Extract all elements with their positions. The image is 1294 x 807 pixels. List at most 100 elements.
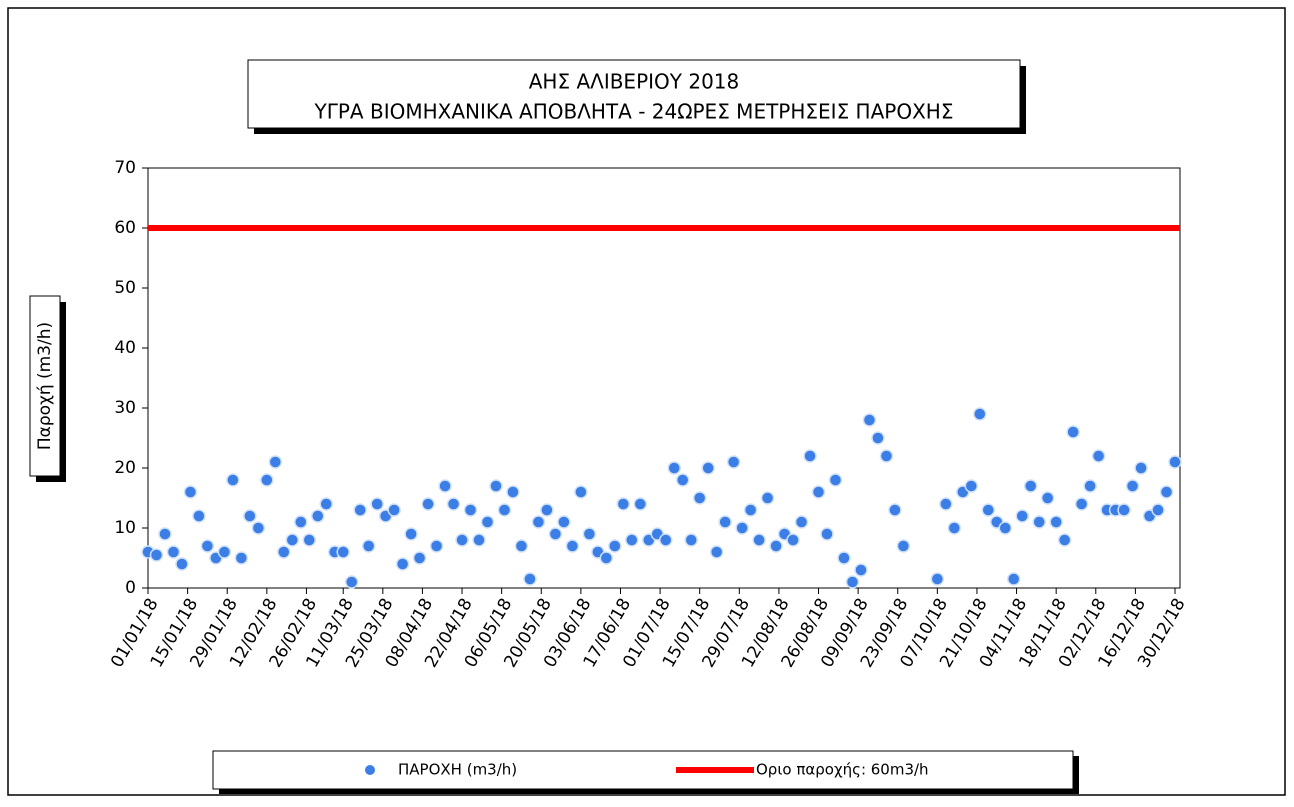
point [277, 545, 291, 559]
y-tick-label: 50 [114, 278, 136, 298]
point [540, 503, 554, 517]
point [183, 485, 198, 499]
point [523, 572, 537, 586]
point [336, 545, 350, 559]
point [1125, 479, 1140, 493]
point [565, 539, 580, 553]
point [404, 527, 418, 541]
y-tick-label: 70 [114, 158, 136, 178]
point [811, 485, 826, 499]
point [175, 557, 189, 571]
point [608, 539, 622, 553]
point [285, 533, 300, 547]
point [803, 449, 817, 463]
point [353, 503, 367, 517]
point [514, 539, 529, 553]
point [599, 551, 614, 565]
point [166, 545, 181, 559]
point [455, 533, 469, 547]
point [981, 503, 996, 517]
point [939, 497, 953, 511]
point [658, 533, 673, 547]
title-box [247, 59, 1021, 129]
point [480, 515, 495, 529]
point [718, 515, 732, 529]
y-tick-label: 60 [114, 218, 136, 238]
point [361, 539, 376, 553]
legend-marker [365, 765, 375, 775]
point [769, 539, 783, 553]
legend-label: Οριο παροχής: 60m3/h [756, 761, 929, 779]
point [506, 485, 520, 499]
point [1083, 479, 1097, 493]
point [964, 479, 979, 493]
point [412, 551, 427, 565]
point [438, 479, 452, 493]
point [684, 533, 698, 547]
point [667, 461, 681, 475]
point [701, 461, 715, 475]
point [862, 413, 877, 427]
point [294, 515, 308, 529]
point [226, 473, 240, 487]
point [692, 491, 707, 505]
point [302, 533, 317, 547]
point [260, 473, 274, 487]
point [429, 539, 444, 553]
point [497, 503, 512, 517]
point [828, 473, 843, 487]
point [557, 515, 571, 529]
point [616, 497, 631, 511]
point [786, 533, 800, 547]
y-tick-label: 10 [114, 518, 136, 538]
point [947, 521, 962, 535]
title: ΥΓΡΑ ΒΙΟΜΗΧΑΝΙΚΑ ΑΠΟΒΛΗΤΑ - 24ΩΡΕΣ ΜΕΤΡΗ… [314, 100, 954, 124]
point [251, 521, 266, 535]
point [319, 497, 333, 511]
legend-box [212, 750, 1074, 790]
point [1091, 449, 1106, 463]
point [395, 557, 410, 571]
point [871, 431, 885, 445]
point [743, 503, 758, 517]
point [1168, 455, 1182, 469]
point [192, 509, 206, 523]
point [1057, 533, 1072, 547]
point [1006, 572, 1021, 586]
point [888, 503, 902, 517]
point [344, 575, 359, 589]
point [149, 548, 164, 562]
point [1032, 515, 1046, 529]
frame [7, 7, 1286, 796]
point [879, 449, 894, 463]
point [531, 515, 546, 529]
point [625, 533, 639, 547]
point [1023, 479, 1038, 493]
point [837, 551, 851, 565]
plot-area [147, 167, 1181, 589]
point [930, 572, 945, 586]
point [370, 497, 384, 511]
y-tick-label: 0 [125, 578, 136, 598]
y-tick-label: 30 [114, 398, 136, 418]
point [1117, 503, 1131, 517]
legend-label: ΠΑΡΟΧΗ (m3/h) [398, 761, 517, 779]
point [243, 509, 257, 523]
y-label-box [29, 295, 61, 477]
point [735, 521, 749, 535]
point [1134, 461, 1148, 475]
point [387, 503, 401, 517]
point [675, 473, 690, 487]
point [1074, 497, 1089, 511]
point [1159, 485, 1174, 499]
point [973, 407, 987, 421]
point [820, 527, 834, 541]
point [854, 563, 868, 577]
y-tick-label: 40 [114, 338, 136, 358]
point [421, 497, 435, 511]
point [574, 485, 588, 499]
point [472, 533, 486, 547]
point [268, 455, 283, 469]
point [489, 479, 503, 493]
point [726, 455, 741, 469]
